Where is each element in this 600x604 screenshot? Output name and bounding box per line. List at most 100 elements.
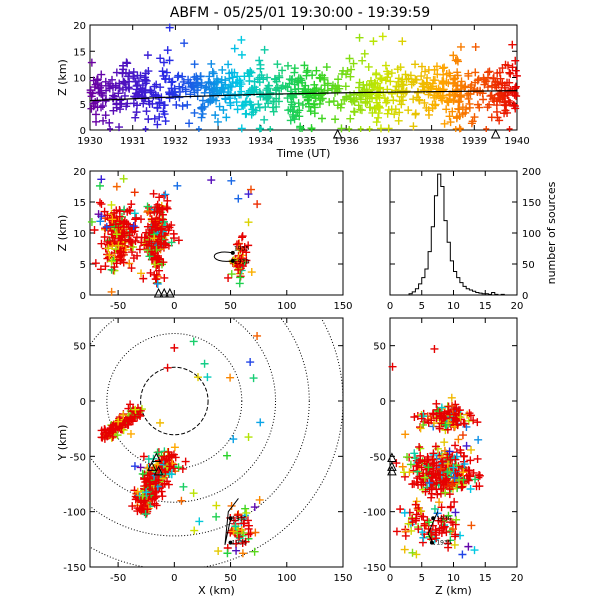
source-point xyxy=(437,503,446,512)
source-point xyxy=(468,117,477,126)
source-point xyxy=(97,70,106,79)
source-point xyxy=(164,226,173,235)
source-point xyxy=(436,489,445,498)
source-point xyxy=(406,460,415,469)
source-point xyxy=(452,515,461,524)
source-point xyxy=(283,82,292,91)
source-point xyxy=(451,74,460,83)
source-point xyxy=(195,125,202,132)
source-point xyxy=(470,546,479,555)
source-point xyxy=(235,260,244,269)
source-point xyxy=(457,77,466,86)
y-ticks: -150 -100 -50 0 50 xyxy=(63,342,343,574)
source-point xyxy=(310,80,319,89)
source-point xyxy=(102,222,111,231)
source-point xyxy=(194,373,203,382)
station-marker-icon xyxy=(387,465,397,476)
source-point xyxy=(247,268,256,277)
source-point xyxy=(90,225,99,234)
histogram-outline xyxy=(390,173,517,296)
source-point xyxy=(505,78,514,87)
source-point xyxy=(135,406,144,415)
source-point xyxy=(101,77,110,86)
source-point xyxy=(136,71,145,80)
source-point xyxy=(156,54,165,63)
source-point xyxy=(97,81,106,90)
y-tick-label: -150 xyxy=(63,563,86,574)
source-point xyxy=(414,525,423,534)
source-point xyxy=(433,70,442,79)
source-point xyxy=(415,472,424,481)
source-point xyxy=(161,117,170,126)
source-point xyxy=(444,406,453,415)
source-point xyxy=(255,56,264,65)
source-point xyxy=(95,198,104,207)
x-tick-label: 0 xyxy=(387,573,393,584)
source-point xyxy=(131,236,140,245)
source-point xyxy=(383,109,392,118)
source-point xyxy=(443,459,452,468)
source-point xyxy=(248,105,257,114)
source-point xyxy=(200,359,209,368)
source-point xyxy=(153,120,162,129)
y-tick-label: 20 xyxy=(73,167,86,178)
source-point xyxy=(212,74,221,83)
source-point xyxy=(126,429,135,438)
source-point xyxy=(129,222,138,231)
source-point xyxy=(248,85,257,94)
source-point xyxy=(139,274,148,283)
x-tick-label: 1936 xyxy=(333,136,358,147)
source-point xyxy=(237,80,246,89)
source-point xyxy=(190,60,199,69)
source-point xyxy=(240,100,249,109)
source-point xyxy=(438,78,447,87)
x-tick-label: 150 xyxy=(333,301,352,312)
source-point xyxy=(475,103,484,112)
x-tick-label: 15 xyxy=(479,301,492,312)
source-point xyxy=(403,453,412,462)
source-point xyxy=(315,99,324,108)
source-point xyxy=(487,81,496,90)
source-point xyxy=(350,97,359,106)
source-point xyxy=(87,58,96,67)
source-point xyxy=(450,540,459,549)
source-point xyxy=(450,497,459,506)
y-tick-label: -50 xyxy=(70,452,86,463)
y-tick-label: 0 xyxy=(380,397,386,408)
source-point xyxy=(209,69,218,78)
source-point xyxy=(360,49,369,58)
source-point xyxy=(115,123,124,132)
source-point xyxy=(240,242,249,251)
source-point xyxy=(255,495,264,504)
source-point xyxy=(107,75,116,84)
source-point xyxy=(498,79,507,88)
source-point xyxy=(309,87,318,96)
source-point xyxy=(224,60,233,69)
source-point xyxy=(94,210,103,219)
source-point xyxy=(156,225,165,234)
source-point xyxy=(398,96,407,105)
source-point xyxy=(174,71,183,80)
source-point xyxy=(140,496,149,505)
track-label: 1935 xyxy=(232,540,247,547)
x-tick-label: 1934 xyxy=(248,136,273,147)
chart-time_height: 1930 1931 1932 1933 1934 1935 1936 1937 1938 1939… xyxy=(56,21,530,160)
y-tick-label: 10 xyxy=(73,74,86,85)
source-point xyxy=(155,266,164,275)
source-point xyxy=(92,117,101,126)
source-point xyxy=(275,71,284,80)
source-point xyxy=(222,113,231,122)
source-point xyxy=(142,488,151,497)
source-point xyxy=(224,273,233,282)
x-tick-label: 5 xyxy=(419,573,425,584)
source-point xyxy=(181,457,190,466)
source-point xyxy=(107,200,116,209)
source-point xyxy=(416,444,425,453)
source-point xyxy=(244,241,253,250)
x-tick-label: 50 xyxy=(224,301,237,312)
source-point xyxy=(431,442,440,451)
source-point xyxy=(95,181,104,190)
source-point xyxy=(411,75,420,84)
trend-line xyxy=(89,90,518,102)
